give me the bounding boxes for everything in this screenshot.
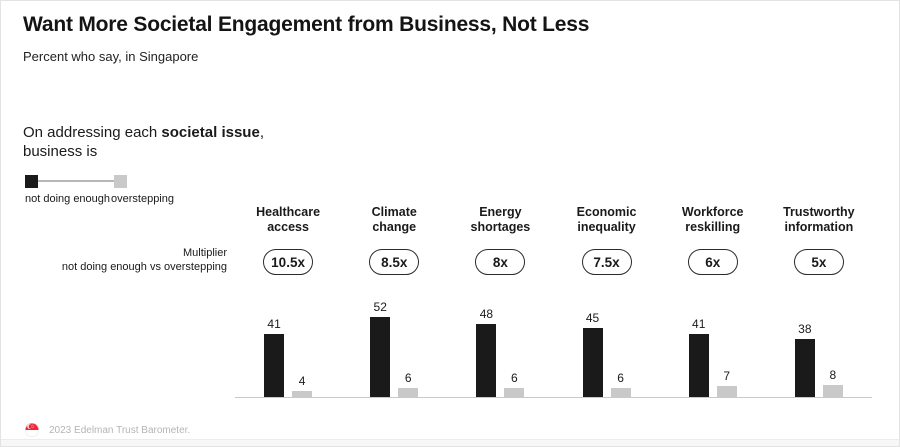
bar-not-doing-enough	[476, 323, 497, 397]
bar-pair: 41 7	[688, 317, 737, 397]
bar-not-doing-enough	[582, 328, 603, 397]
legend-label-overstepping: overstepping	[111, 193, 174, 205]
bar-value-label: 7	[723, 369, 731, 384]
bar-group: 48	[476, 306, 497, 397]
bar-group: 8	[822, 367, 843, 397]
bar-overstepping	[398, 387, 419, 397]
chart-column: Economic inequality 7.5x 45 6	[553, 205, 659, 397]
bar-value-label: 4	[298, 373, 306, 388]
chart-column: Energy shortages 8x 48 6	[447, 205, 553, 397]
bar-pair: 41 4	[264, 317, 313, 397]
multiplier-pill: 8.5x	[369, 249, 420, 275]
intro-prefix: On addressing each	[23, 124, 162, 141]
multiplier-pill: 8x	[475, 249, 526, 275]
bar-not-doing-enough	[688, 334, 709, 397]
legend-connector-line	[38, 180, 114, 182]
bar-group: 41	[264, 317, 285, 397]
category-label: Workforce reskilling	[681, 205, 744, 234]
bar-group: 52	[370, 300, 391, 397]
bar-value-label: 48	[479, 306, 494, 321]
bar-group: 6	[610, 370, 631, 397]
footer: 2023 Edelman Trust Barometer.	[25, 423, 190, 437]
bar-overstepping	[822, 384, 843, 397]
bar-value-label: 45	[585, 311, 600, 326]
bar-value-label: 41	[267, 317, 281, 332]
legend-swatch-not-doing-enough	[25, 175, 38, 188]
bar-group: 4	[292, 373, 313, 397]
bar-not-doing-enough	[794, 338, 815, 397]
bar-value-label: 6	[511, 370, 518, 385]
multiplier-pill: 7.5x	[581, 249, 632, 275]
bar-value-label: 6	[617, 370, 624, 385]
bar-value-label: 52	[373, 300, 387, 315]
bar-group: 41	[688, 317, 709, 397]
bar-group: 6	[504, 370, 525, 397]
category-label: Healthcare access	[256, 205, 321, 234]
multiplier-pill: 10.5x	[263, 249, 314, 275]
category-label: Economic inequality	[576, 205, 637, 234]
bar-overstepping	[716, 386, 737, 397]
multiplier-pill: 5x	[793, 249, 844, 275]
bar-not-doing-enough	[264, 334, 285, 397]
bar-pair: 38 8	[794, 321, 843, 397]
legend-label-not-doing-enough: not doing enough	[25, 193, 111, 205]
legend: not doing enough overstepping	[25, 175, 195, 205]
bar-overstepping	[292, 390, 313, 397]
bar-pair: 48 6	[476, 306, 525, 397]
bar-pair: 52 6	[370, 300, 419, 397]
bar-not-doing-enough	[370, 317, 391, 397]
multiplier-label-line2: not doing enough vs overstepping	[61, 261, 227, 273]
intro-bold: societal issue	[161, 124, 260, 141]
bar-overstepping	[610, 387, 631, 397]
category-label: Energy shortages	[470, 205, 531, 234]
multiplier-label-line1: Multiplier	[182, 247, 227, 259]
chart-column: Trustworthy information 5x 38 8	[766, 205, 872, 397]
bar-group: 38	[794, 321, 815, 397]
bar-chart: Healthcare access 10.5x 41 4 Climate change 8…	[235, 205, 872, 398]
intro-statement: On addressing each societal issue, busine…	[23, 123, 273, 161]
multiplier-pill: 6x	[687, 249, 738, 275]
bar-pair: 45 6	[582, 311, 631, 397]
source-credit: 2023 Edelman Trust Barometer.	[49, 424, 191, 436]
bottom-strip	[1, 439, 899, 446]
category-label: Climate change	[371, 205, 417, 234]
intro-suffix: ,	[259, 124, 264, 141]
bar-value-label: 8	[829, 367, 837, 382]
category-label: Trustworthy information	[783, 205, 855, 234]
intro-line2: business is	[23, 143, 98, 160]
bar-value-label: 41	[692, 317, 706, 332]
bar-overstepping	[504, 387, 525, 397]
bar-value-label: 6	[404, 370, 412, 385]
chart-column: Workforce reskilling 6x 41 7	[660, 205, 766, 397]
bar-group: 7	[716, 369, 737, 397]
chart-column: Climate change 8.5x 52 6	[341, 205, 447, 397]
legend-swatch-overstepping	[114, 175, 127, 188]
bar-group: 6	[398, 370, 419, 397]
singapore-flag-icon	[25, 423, 39, 437]
bar-value-label: 38	[798, 321, 812, 336]
bar-group: 45	[582, 311, 603, 397]
page-subtitle: Percent who say, in Singapore	[23, 49, 199, 64]
chart-column: Healthcare access 10.5x 41 4	[235, 205, 341, 397]
page-title: Want More Societal Engagement from Busin…	[23, 13, 590, 36]
multiplier-row-label: Multiplier not doing enough vs oversteppi…	[31, 246, 227, 274]
